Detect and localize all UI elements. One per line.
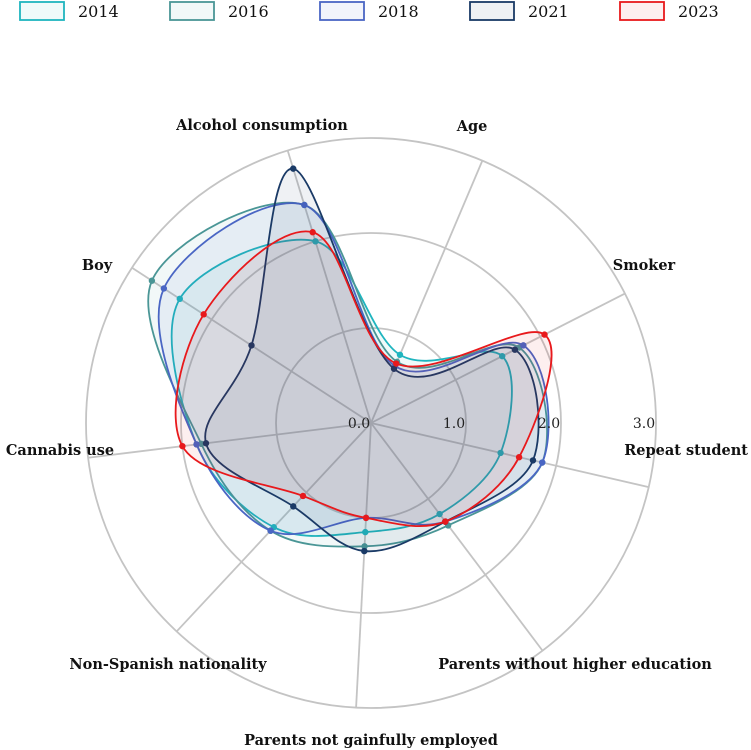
axis-label-boy: Boy: [82, 257, 113, 274]
point-2023-smoker: [541, 331, 548, 338]
point-2021-smoker: [511, 346, 519, 353]
axis-label-non-spanish-nationality: Non-Spanish nationality: [69, 656, 267, 673]
point-2021-age: [390, 365, 398, 372]
point-2023-parents-without-higher-education: [442, 518, 449, 525]
legend-label-2018: 2018: [378, 2, 419, 21]
point-2014-alcohol-consumption: [312, 238, 319, 245]
series-line-2018: [157, 202, 550, 536]
point-2018-repeat-student: [539, 459, 546, 466]
point-2021-non-spanish-nationality: [290, 503, 297, 510]
series-line-2021: [204, 167, 540, 553]
point-2014-repeat-student: [497, 449, 504, 457]
axis-label-repeat-student: Repeat student: [624, 442, 748, 459]
point-2023-parents-not-gainfully-employed: [362, 514, 370, 522]
point-2018-boy: [160, 285, 168, 292]
legend-label-2023: 2023: [678, 2, 719, 21]
tick-label-0-0: 0.0: [348, 416, 370, 432]
legend-item-2014: 2014: [19, 1, 119, 21]
legend-item-2016: 2016: [169, 1, 269, 21]
point-2014-parents-without-higher-education: [436, 510, 443, 518]
point-2023-age: [393, 360, 400, 367]
point-2023-non-spanish-nationality: [299, 492, 307, 500]
grid-ring-3: [85, 137, 657, 709]
point-2021-repeat-student: [529, 457, 537, 464]
radar-grid: [85, 137, 657, 709]
spoke-parents-not-gainfully-employed: [355, 422, 372, 708]
tick-label-1-0: 1.0: [443, 416, 465, 432]
legend: 2014 2016 2018 2021 2023: [19, 1, 719, 21]
series-line-2016: [147, 201, 548, 548]
point-2014-age: [396, 351, 404, 358]
axis-label-smoker: Smoker: [613, 257, 676, 274]
axis-label-alcohol-consumption: Alcohol consumption: [175, 117, 348, 134]
axis-label-cannabis-use: Cannabis use: [6, 442, 114, 459]
tick-label-3-0: 3.0: [633, 416, 655, 432]
point-2023-boy: [200, 311, 207, 318]
tick-label-2-0: 2.0: [538, 416, 560, 432]
spoke-smoker: [370, 292, 626, 424]
legend-swatch-2016: [169, 1, 215, 21]
legend-label-2016: 2016: [228, 2, 269, 21]
point-2014-parents-not-gainfully-employed: [362, 528, 369, 536]
point-2018-alcohol-consumption: [301, 201, 308, 209]
point-2023-repeat-student: [515, 453, 523, 461]
point-2018-smoker: [520, 342, 527, 349]
point-2016-parents-not-gainfully-employed: [361, 543, 368, 550]
point-2021-boy: [248, 342, 255, 349]
series-layer: [147, 165, 553, 555]
point-2018-cannabis-use: [193, 441, 200, 448]
legend-swatch-2018: [319, 1, 365, 21]
axis-label-parents-not-gainfully-employed: Parents not gainfully employed: [244, 732, 498, 749]
spoke-parents-without-higher-education: [370, 422, 544, 652]
legend-item-2018: 2018: [319, 1, 419, 21]
axis-label-age: Age: [456, 118, 488, 135]
series-2021: [202, 165, 540, 555]
spoke-repeat-student: [370, 422, 649, 488]
point-2014-smoker: [499, 352, 506, 360]
axis-labels: Age Smoker Repeat student Parents without h…: [6, 117, 748, 749]
series-2023: [174, 229, 553, 527]
legend-item-2021: 2021: [469, 1, 569, 21]
legend-label-2014: 2014: [78, 2, 119, 21]
point-2016-cannabis-use: [198, 440, 205, 448]
legend-swatch-2021: [469, 1, 515, 21]
radial-tick-labels: 0.0 1.0 2.0 3.0: [348, 416, 655, 432]
point-2018-non-spanish-nationality: [267, 527, 274, 534]
series-line-2023: [174, 230, 553, 527]
legend-swatch-2014: [19, 1, 65, 21]
legend-swatch-2023: [619, 1, 665, 21]
point-2023-alcohol-consumption: [309, 229, 316, 236]
spoke-alcohol-consumption: [286, 150, 372, 424]
point-2023-cannabis-use: [179, 442, 186, 450]
point-2021-cannabis-use: [202, 440, 210, 447]
spoke-age: [370, 160, 484, 424]
point-2016-boy: [148, 277, 156, 284]
point-2021-parents-not-gainfully-employed: [361, 547, 368, 555]
legend-label-2021: 2021: [528, 2, 569, 21]
point-2014-boy: [176, 295, 183, 303]
spoke-cannabis-use: [88, 422, 372, 459]
legend-item-2023: 2023: [619, 1, 719, 21]
point-2021-alcohol-consumption: [290, 165, 297, 172]
grid-ring-2: [180, 232, 562, 614]
axis-label-parents-without-higher-education: Parents without higher education: [438, 656, 712, 673]
